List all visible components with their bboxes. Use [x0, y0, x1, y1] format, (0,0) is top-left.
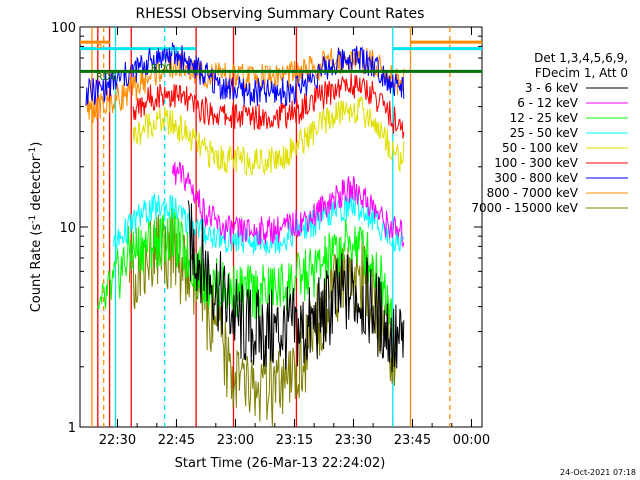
x-tick-label: 22:45: [158, 433, 195, 448]
series-line: [132, 73, 405, 139]
legend-label: 7000 - 15000 keV: [471, 201, 578, 215]
series-line: [132, 95, 405, 177]
x-tick-label: 23:15: [276, 433, 313, 448]
annotation-label: N: [171, 46, 178, 57]
series-line: [113, 191, 405, 255]
legend-label: 100 - 300 keV: [494, 156, 578, 170]
legend-label: 3 - 6 keV: [525, 81, 579, 95]
annotation-label: RD6: [96, 72, 117, 83]
legend: Det 1,3,4,5,6,9, FDecim 1, Att 0 3 - 6 k…: [471, 51, 628, 215]
y-tick-label: 100: [51, 21, 76, 36]
series-line: [85, 42, 405, 107]
x-axis-label: Start Time (26-Mar-13 22:24:02): [175, 456, 386, 471]
legend-label: 300 - 800 keV: [494, 171, 578, 185]
y-axis-label: Count Rate (s-1 detector-1): [28, 142, 44, 313]
timestamp: 24-Oct-2021 07:18: [560, 468, 636, 477]
y-tick-label: 1: [68, 421, 76, 436]
x-tick-label: 22:30: [99, 433, 136, 448]
x-tick-label: 23:30: [335, 433, 372, 448]
legend-header-line: Det 1,3,4,5,6,9,: [534, 51, 628, 65]
legend-label: 6 - 12 keV: [517, 96, 579, 110]
x-tick-label: 23:00: [217, 433, 254, 448]
x-tick-label: 23:45: [394, 433, 431, 448]
chart-title: RHESSI Observing Summary Count Rates: [136, 6, 425, 22]
legend-header-line: FDecim 1, Att 0: [535, 66, 628, 80]
annotation-label: RD0: [151, 63, 172, 74]
legend-label: 12 - 25 keV: [510, 111, 579, 125]
y-tick-label: 10: [59, 221, 76, 236]
annotation-label: S: [96, 40, 102, 51]
legend-label: 25 - 50 keV: [510, 126, 579, 140]
x-tick-label: 00:00: [453, 433, 490, 448]
series-line: [187, 200, 405, 373]
series-line: [172, 161, 405, 248]
legend-label: 50 - 100 keV: [502, 141, 579, 155]
series-line: [97, 208, 393, 332]
legend-label: 800 - 7000 keV: [487, 186, 579, 200]
plot-area: S N RD0 RD6: [79, 26, 483, 428]
